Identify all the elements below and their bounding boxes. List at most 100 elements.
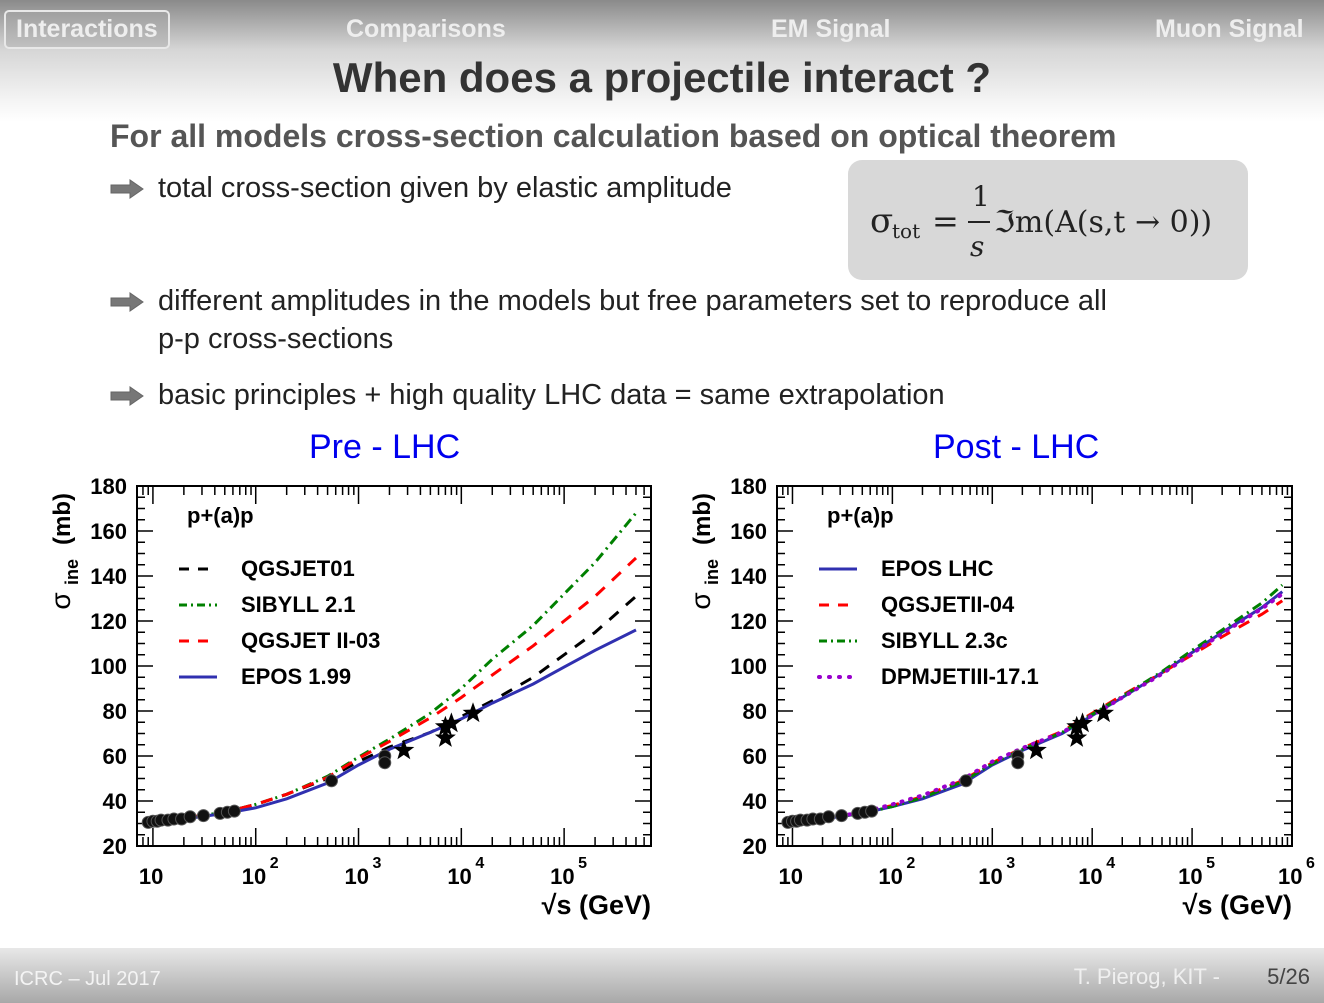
x-tick-label: 10: [1178, 864, 1202, 889]
x-tick-label: 10: [345, 864, 369, 889]
x-tick-exponent: 5: [1206, 855, 1215, 872]
x-axis-label: √s (GeV): [1183, 890, 1292, 920]
data-point: [865, 804, 879, 818]
series-line-3: [820, 592, 1285, 821]
bullet-text-continued: p-p cross-sections: [158, 323, 394, 355]
formula-lhs: σ: [870, 201, 893, 241]
y-axis-label: σ ine (mb): [45, 493, 82, 610]
y-axis-unit: (mb): [49, 493, 76, 545]
legend-header: p+(a)p: [187, 503, 254, 528]
x-tick-exponent: 6: [1306, 855, 1315, 872]
data-point: [822, 810, 836, 824]
chart-title-post-lhc: Post - LHC: [933, 428, 1100, 466]
y-tick-label: 180: [90, 474, 127, 499]
formula-denominator: s: [970, 230, 984, 263]
x-tick-label: 10: [242, 864, 266, 889]
legend-entry: DPMJETIII-17.1: [881, 664, 1039, 689]
y-tick-label: 20: [103, 834, 127, 859]
formula-lhs-sub: tot: [892, 219, 920, 243]
data-point-star: [1072, 712, 1093, 733]
x-tick-label: 10: [878, 864, 902, 889]
data-point-star: [1066, 715, 1088, 736]
x-tick-label: 10: [139, 864, 163, 889]
formula-numerator: 1: [972, 180, 990, 213]
y-tick-label: 80: [743, 699, 767, 724]
data-point-star: [393, 739, 415, 760]
x-tick-exponent: 4: [1106, 855, 1115, 872]
series-line-0: [152, 595, 637, 823]
nav-item-em-signal[interactable]: EM Signal: [771, 15, 891, 43]
x-tick-exponent: 3: [1006, 855, 1015, 872]
formula-box: σ tot = 1 s ℑm(A(s,t → 0)): [848, 160, 1248, 280]
bullet-text: different amplitudes in the models but f…: [158, 285, 1107, 317]
data-point-star: [1093, 702, 1114, 723]
data-point: [227, 804, 241, 818]
series-line-1: [152, 512, 638, 823]
optical-theorem-formula: σ tot = 1 s ℑm(A(s,t → 0)): [870, 180, 1212, 263]
y-tick-label: 120: [730, 609, 767, 634]
footer-page-number[interactable]: 5/26: [1267, 964, 1310, 989]
y-tick-label: 160: [730, 519, 767, 544]
legend-entry: QGSJET01: [241, 556, 355, 581]
x-tick-exponent: 2: [270, 855, 279, 872]
y-tick-label: 60: [743, 744, 767, 769]
nav-item-interactions[interactable]: Interactions: [4, 10, 170, 49]
x-tick-label: 10: [1078, 864, 1102, 889]
x-tick-label: 10: [778, 864, 802, 889]
bullet-text: basic principles + high quality LHC data…: [158, 379, 945, 411]
arrow-right-icon: [110, 292, 144, 312]
legend-entry: EPOS 1.99: [241, 664, 351, 689]
y-axis-subscript: ine: [62, 559, 82, 585]
data-point: [183, 810, 197, 824]
plot-frame: [136, 485, 652, 847]
title-band: [0, 50, 1324, 122]
x-tick-exponent: 2: [906, 855, 915, 872]
footer-conference: ICRC – Jul 2017: [14, 968, 161, 990]
data-point-star: [1066, 727, 1088, 747]
y-tick-label: 180: [730, 474, 767, 499]
x-tick-label: 10: [1278, 864, 1302, 889]
footer-author: T. Pierog, KIT -: [1073, 964, 1220, 989]
y-tick-label: 40: [103, 789, 127, 814]
formula-rhs: ℑm(A(s,t → 0)): [994, 205, 1212, 240]
data-point: [1011, 756, 1025, 770]
y-tick-label: 20: [743, 834, 767, 859]
formula-equals: =: [932, 202, 959, 240]
y-axis-label: σ ine (mb): [685, 493, 722, 610]
slide-title: When does a projectile interact ?: [332, 54, 992, 101]
y-tick-label: 80: [103, 699, 127, 724]
y-tick-label: 160: [90, 519, 127, 544]
legend-entry: SIBYLL 2.3c: [881, 628, 1008, 653]
y-axis-subscript: ine: [702, 559, 722, 585]
series-line-2: [822, 583, 1284, 821]
y-tick-label: 140: [90, 564, 127, 589]
x-tick-label: 10: [978, 864, 1002, 889]
y-tick-label: 40: [743, 789, 767, 814]
series-line-2: [152, 556, 638, 823]
legend-entry: QGSJETII-04: [881, 592, 1015, 617]
arrow-right-icon: [110, 179, 144, 199]
legend-entry: QGSJET II-03: [241, 628, 380, 653]
chart-title-pre-lhc: Pre - LHC: [309, 428, 461, 466]
data-point: [378, 756, 392, 770]
data-point: [959, 774, 973, 788]
bullet-text: total cross-section given by elastic amp…: [158, 172, 732, 204]
x-tick-label: 10: [550, 864, 574, 889]
legend-entry: EPOS LHC: [881, 556, 994, 581]
y-tick-label: 140: [730, 564, 767, 589]
y-tick-label: 120: [90, 609, 127, 634]
y-axis-symbol: σ: [685, 592, 716, 609]
x-tick-label: 10: [447, 864, 471, 889]
footer-bar: [0, 948, 1324, 1003]
data-point-star: [434, 715, 456, 736]
y-axis-symbol: σ: [45, 592, 76, 609]
data-point-star: [440, 712, 462, 733]
nav-item-muon-signal[interactable]: Muon Signal: [1155, 15, 1304, 43]
x-tick-exponent: 4: [475, 855, 484, 872]
y-tick-label: 60: [103, 744, 127, 769]
nav-item-comparisons[interactable]: Comparisons: [346, 15, 506, 43]
data-point: [325, 774, 339, 788]
y-tick-label: 100: [90, 654, 127, 679]
